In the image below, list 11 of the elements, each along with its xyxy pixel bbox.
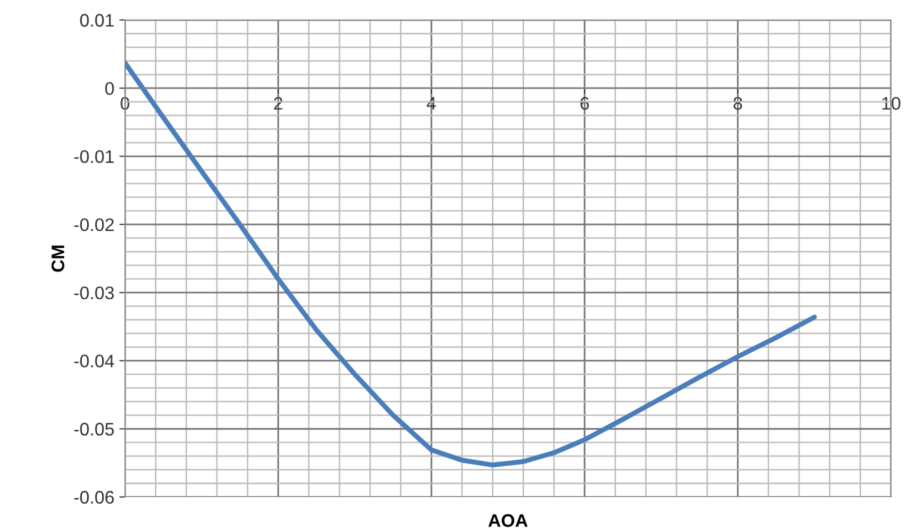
x-tick-label: 2 (274, 96, 282, 110)
x-axis-title: AOA (488, 514, 528, 527)
y-tick-label: -0.01 (74, 150, 114, 164)
y-tick-label: 0.01 (80, 14, 114, 27)
y-tick-label: 0 (105, 82, 114, 95)
y-tick-label: -0.06 (74, 490, 114, 504)
y-tick-label: -0.02 (74, 218, 114, 232)
y-tick-label: -0.04 (74, 354, 114, 368)
y-tick-label: -0.03 (74, 286, 114, 300)
y-tick-label: -0.05 (74, 422, 114, 436)
y-axis-title: CM (52, 246, 64, 272)
